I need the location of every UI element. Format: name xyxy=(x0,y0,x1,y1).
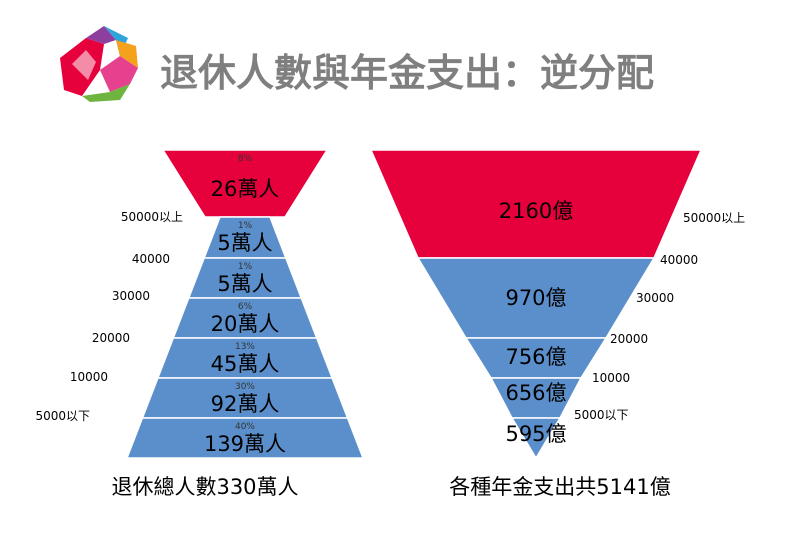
right-level-label: 5000以下 xyxy=(574,408,629,422)
left-pyramid: 8%26萬人1%5萬人1%5萬人6%20萬人13%45萬人30%92萬人40%1… xyxy=(35,149,365,459)
right-level-label: 30000 xyxy=(636,291,674,305)
right-band-value: 756億 xyxy=(505,345,566,369)
left-band-value: 5萬人 xyxy=(217,272,272,296)
left-band-percent: 1% xyxy=(238,262,253,272)
left-band-value: 139萬人 xyxy=(204,432,286,456)
left-band-percent: 13% xyxy=(235,342,255,352)
left-band-percent: 1% xyxy=(238,221,253,231)
left-level-label: 40000 xyxy=(132,252,170,266)
left-band-value: 5萬人 xyxy=(217,231,272,255)
left-band-percent: 6% xyxy=(238,302,253,312)
left-band xyxy=(125,417,365,459)
right-band-value: 595億 xyxy=(505,422,566,446)
right-level-label: 10000 xyxy=(592,371,630,385)
left-level-label: 20000 xyxy=(92,331,130,345)
right-level-label: 20000 xyxy=(610,332,648,346)
left-band-value: 45萬人 xyxy=(211,352,280,376)
right-level-label: 50000以上 xyxy=(683,211,745,225)
right-funnel: 2160億 970億 756億 656億 595億 50000以上 40000 30000 20… xyxy=(369,149,745,460)
left-band-percent: 40% xyxy=(235,422,255,432)
left-level-label: 50000以上 xyxy=(121,210,183,224)
right-caption: 各種年金支出共5141億 xyxy=(449,475,670,499)
left-band-value: 20萬人 xyxy=(211,312,280,336)
left-level-label: 30000 xyxy=(112,289,150,303)
right-band xyxy=(510,417,562,460)
left-caption: 退休總人數330萬人 xyxy=(111,475,298,499)
left-level-label: 10000 xyxy=(70,370,108,384)
left-band-percent: 8% xyxy=(238,154,253,164)
right-band-value: 970億 xyxy=(505,286,566,310)
left-band xyxy=(161,149,329,218)
right-band-value: 2160億 xyxy=(499,199,573,223)
left-band-value: 26萬人 xyxy=(211,177,280,201)
left-band-value: 92萬人 xyxy=(211,392,280,416)
rose-flower-logo xyxy=(60,26,138,102)
page-title: 退休人數與年金支出：逆分配 xyxy=(160,51,654,95)
right-band-value: 656億 xyxy=(505,381,566,405)
left-band-percent: 30% xyxy=(235,382,255,392)
left-level-label: 5000以下 xyxy=(35,409,90,423)
right-level-label: 40000 xyxy=(660,253,698,267)
